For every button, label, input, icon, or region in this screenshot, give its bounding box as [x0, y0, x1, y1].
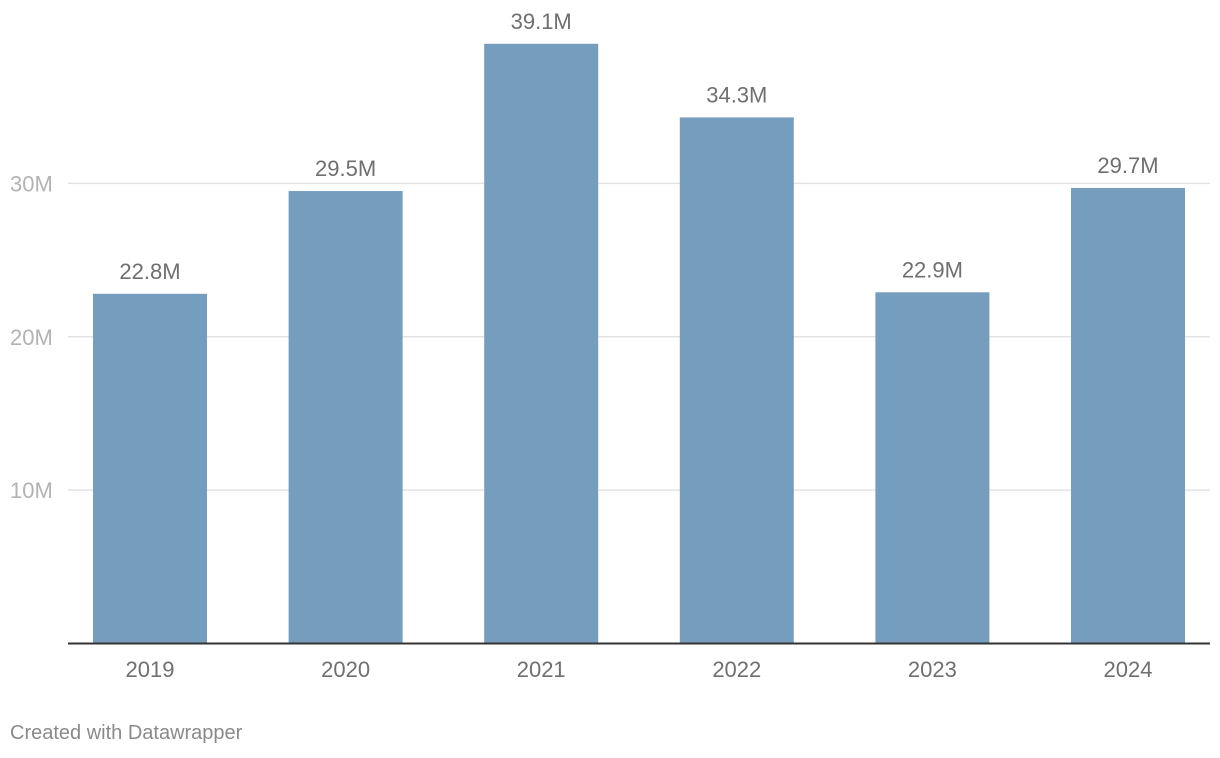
- bar-value-label: 29.5M: [315, 156, 376, 181]
- bar: [93, 293, 207, 644]
- bar: [288, 191, 403, 644]
- bar-value-label: 22.8M: [119, 259, 180, 284]
- y-axis-ticks: 10M 20M 30M: [10, 171, 53, 503]
- value-labels: 22.8M 29.5M 39.1M 34.3M 22.9M 29.7M: [119, 9, 1158, 284]
- bars: [93, 43, 1185, 644]
- bar-value-label: 34.3M: [706, 82, 767, 107]
- bar: [484, 43, 599, 644]
- y-tick-label: 10M: [10, 478, 53, 503]
- bar: [1071, 187, 1185, 644]
- x-tick-label: 2024: [1104, 657, 1153, 682]
- gridlines: [68, 182, 1210, 491]
- bar: [679, 117, 794, 644]
- bar-value-label: 39.1M: [511, 9, 572, 34]
- x-tick-label: 2023: [908, 657, 957, 682]
- x-axis-ticks: 2019 2020 2021 2022 2023 2024: [126, 657, 1153, 682]
- x-tick-label: 2020: [321, 657, 370, 682]
- y-tick-label: 30M: [10, 171, 53, 196]
- bar-value-label: 29.7M: [1097, 153, 1158, 178]
- bar-chart: 22.8M 29.5M 39.1M 34.3M 22.9M 29.7M 10M 20M 30M…: [10, 9, 1210, 682]
- x-tick-label: 2019: [126, 657, 175, 682]
- bar: [875, 292, 990, 644]
- footer-credit: Created with Datawrapper: [10, 722, 243, 744]
- x-tick-label: 2022: [712, 657, 761, 682]
- x-tick-label: 2021: [517, 657, 566, 682]
- y-tick-label: 20M: [10, 325, 53, 350]
- bar-value-label: 22.9M: [902, 257, 963, 282]
